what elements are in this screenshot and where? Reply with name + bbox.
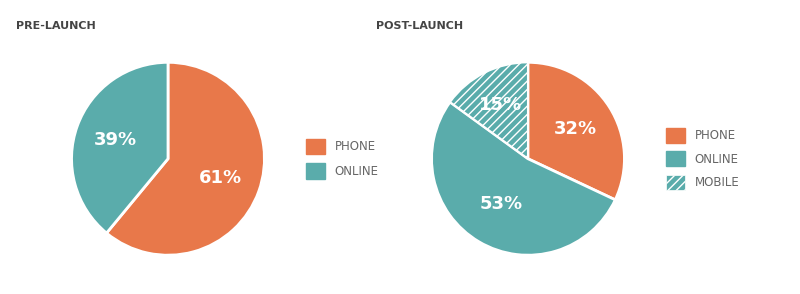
Text: 15%: 15% <box>479 96 522 114</box>
Wedge shape <box>71 62 168 233</box>
Text: PRE-LAUNCH: PRE-LAUNCH <box>16 21 96 31</box>
Text: POST-LAUNCH: POST-LAUNCH <box>376 21 463 31</box>
Text: 61%: 61% <box>199 169 242 187</box>
Wedge shape <box>431 102 615 255</box>
Legend: PHONE, ONLINE, MOBILE: PHONE, ONLINE, MOBILE <box>666 128 739 190</box>
Wedge shape <box>528 62 625 200</box>
Text: 32%: 32% <box>554 120 597 138</box>
Wedge shape <box>106 62 265 255</box>
Text: 39%: 39% <box>94 131 137 149</box>
Wedge shape <box>450 62 528 159</box>
Text: 53%: 53% <box>479 196 522 213</box>
Legend: PHONE, ONLINE: PHONE, ONLINE <box>306 139 379 179</box>
